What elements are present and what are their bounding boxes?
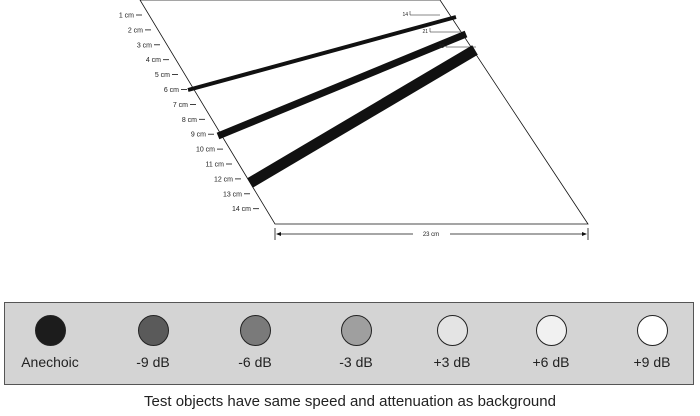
width-dimension: 23 cm <box>274 228 589 240</box>
legend-swatch <box>239 315 271 346</box>
filament-group: 14 21 28 <box>187 11 478 188</box>
depth-tick-label: 4 cm <box>146 57 161 64</box>
legend-label: -6 dB <box>238 354 272 370</box>
legend-swatch <box>535 315 567 346</box>
depth-tick-label: 3 cm <box>137 42 152 49</box>
legend-label: +9 dB <box>633 354 671 370</box>
filament-width-label: 14 <box>402 12 408 18</box>
depth-tick-label: 7 cm <box>173 102 188 109</box>
depth-tick-label: 2 cm <box>128 27 143 34</box>
legend-item: -9 dB <box>108 315 198 370</box>
phantom-diagram: 1 cm 2 cm 3 cm 4 cm 5 cm 6 cm 7 cm 8 cm 9 cm 10 c… <box>119 0 589 240</box>
filament-width-label: 28 <box>438 44 444 50</box>
legend-label: Anechoic <box>21 354 79 370</box>
legend-label: +6 dB <box>532 354 570 370</box>
depth-tick-label: 13 cm <box>223 191 242 198</box>
filament <box>187 15 457 92</box>
depth-tick-label: 6 cm <box>164 87 179 94</box>
legend-label: -3 dB <box>339 354 373 370</box>
depth-tick-label: 1 cm <box>119 13 134 20</box>
depth-tick-label: 5 cm <box>155 72 170 79</box>
depth-scale: 1 cm 2 cm 3 cm 4 cm 5 cm 6 cm 7 cm 8 cm 9 cm 10 c… <box>119 13 259 213</box>
filament <box>247 45 478 188</box>
legend-panel: Anechoic -9 dB -6 dB -3 dB +3 dB +6 dB +9 dB <box>4 302 694 385</box>
width-dimension-label: 23 cm <box>423 232 439 238</box>
depth-tick-label: 9 cm <box>191 132 206 139</box>
legend-swatch <box>34 315 66 346</box>
legend-item: +9 dB <box>607 315 697 370</box>
caption: Test objects have same speed and attenua… <box>144 393 556 410</box>
filament <box>216 30 468 140</box>
legend-swatch <box>340 315 372 346</box>
legend-label: -9 dB <box>136 354 170 370</box>
depth-tick-label: 14 cm <box>232 206 251 213</box>
legend-item: -3 dB <box>311 315 401 370</box>
legend-swatch <box>436 315 468 346</box>
width-bracket <box>445 43 476 48</box>
legend-swatch <box>636 315 668 346</box>
legend-item: +6 dB <box>506 315 596 370</box>
legend-item: Anechoic <box>5 315 95 370</box>
depth-tick-label: 10 cm <box>196 147 215 154</box>
legend-swatch <box>137 315 169 346</box>
legend-label: +3 dB <box>433 354 471 370</box>
depth-tick-label: 12 cm <box>214 176 233 183</box>
legend-item: -6 dB <box>210 315 300 370</box>
filament-width-label: 21 <box>422 29 428 35</box>
width-bracket <box>409 11 440 16</box>
depth-tick-label: 11 cm <box>205 162 224 169</box>
depth-tick-label: 8 cm <box>182 117 197 124</box>
width-bracket <box>429 28 460 33</box>
legend-item: +3 dB <box>407 315 497 370</box>
